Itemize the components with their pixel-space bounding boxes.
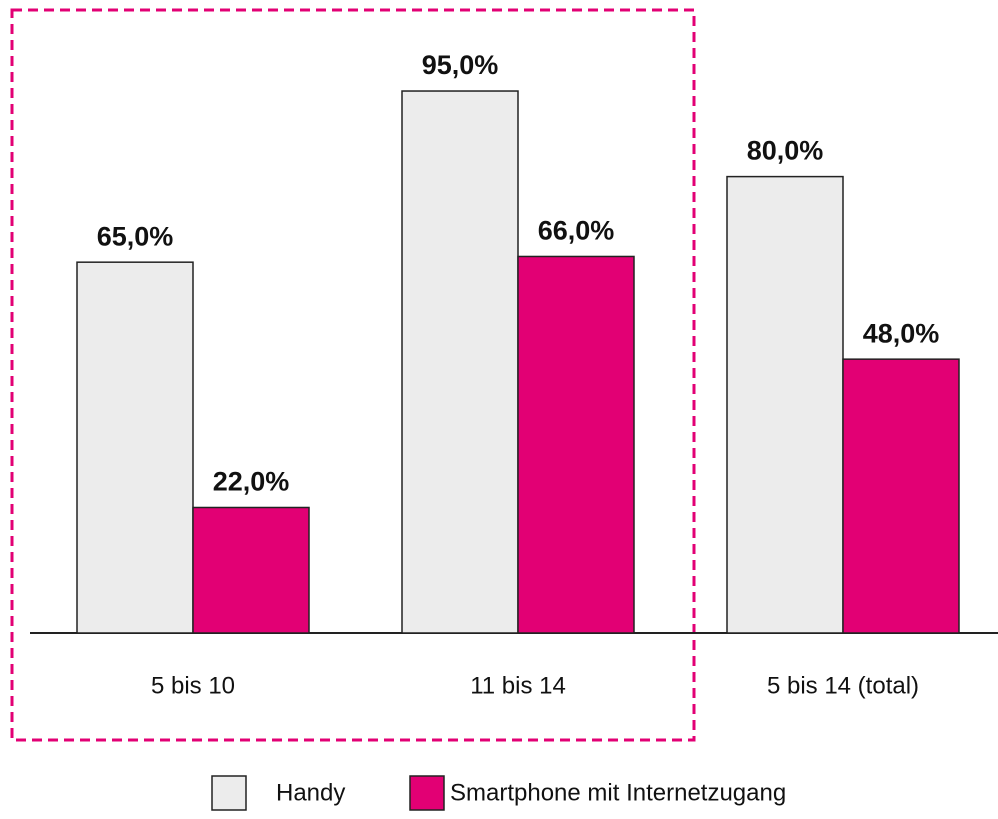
bar	[192, 506, 310, 634]
x-tick-label: 11 bis 14	[470, 672, 566, 699]
data-label: 80,0%	[747, 136, 824, 166]
legend-label: Smartphone mit Internetzugang	[450, 779, 786, 806]
legend-swatch	[211, 775, 247, 811]
data-label: 65,0%	[97, 221, 174, 251]
x-tick-label: 5 bis 14 (total)	[767, 672, 919, 699]
bar	[517, 255, 635, 634]
bar	[401, 90, 519, 634]
bar	[76, 261, 194, 634]
data-label: 95,0%	[422, 50, 499, 80]
x-tick-label: 5 bis 10	[151, 672, 235, 699]
legend-swatch	[409, 775, 445, 811]
highlight-box	[10, 8, 696, 742]
legend-label: Handy	[276, 779, 345, 806]
bar	[842, 358, 960, 634]
data-label: 48,0%	[863, 318, 940, 348]
data-label: 22,0%	[213, 467, 290, 497]
data-label: 66,0%	[538, 216, 615, 246]
bar	[726, 175, 844, 634]
